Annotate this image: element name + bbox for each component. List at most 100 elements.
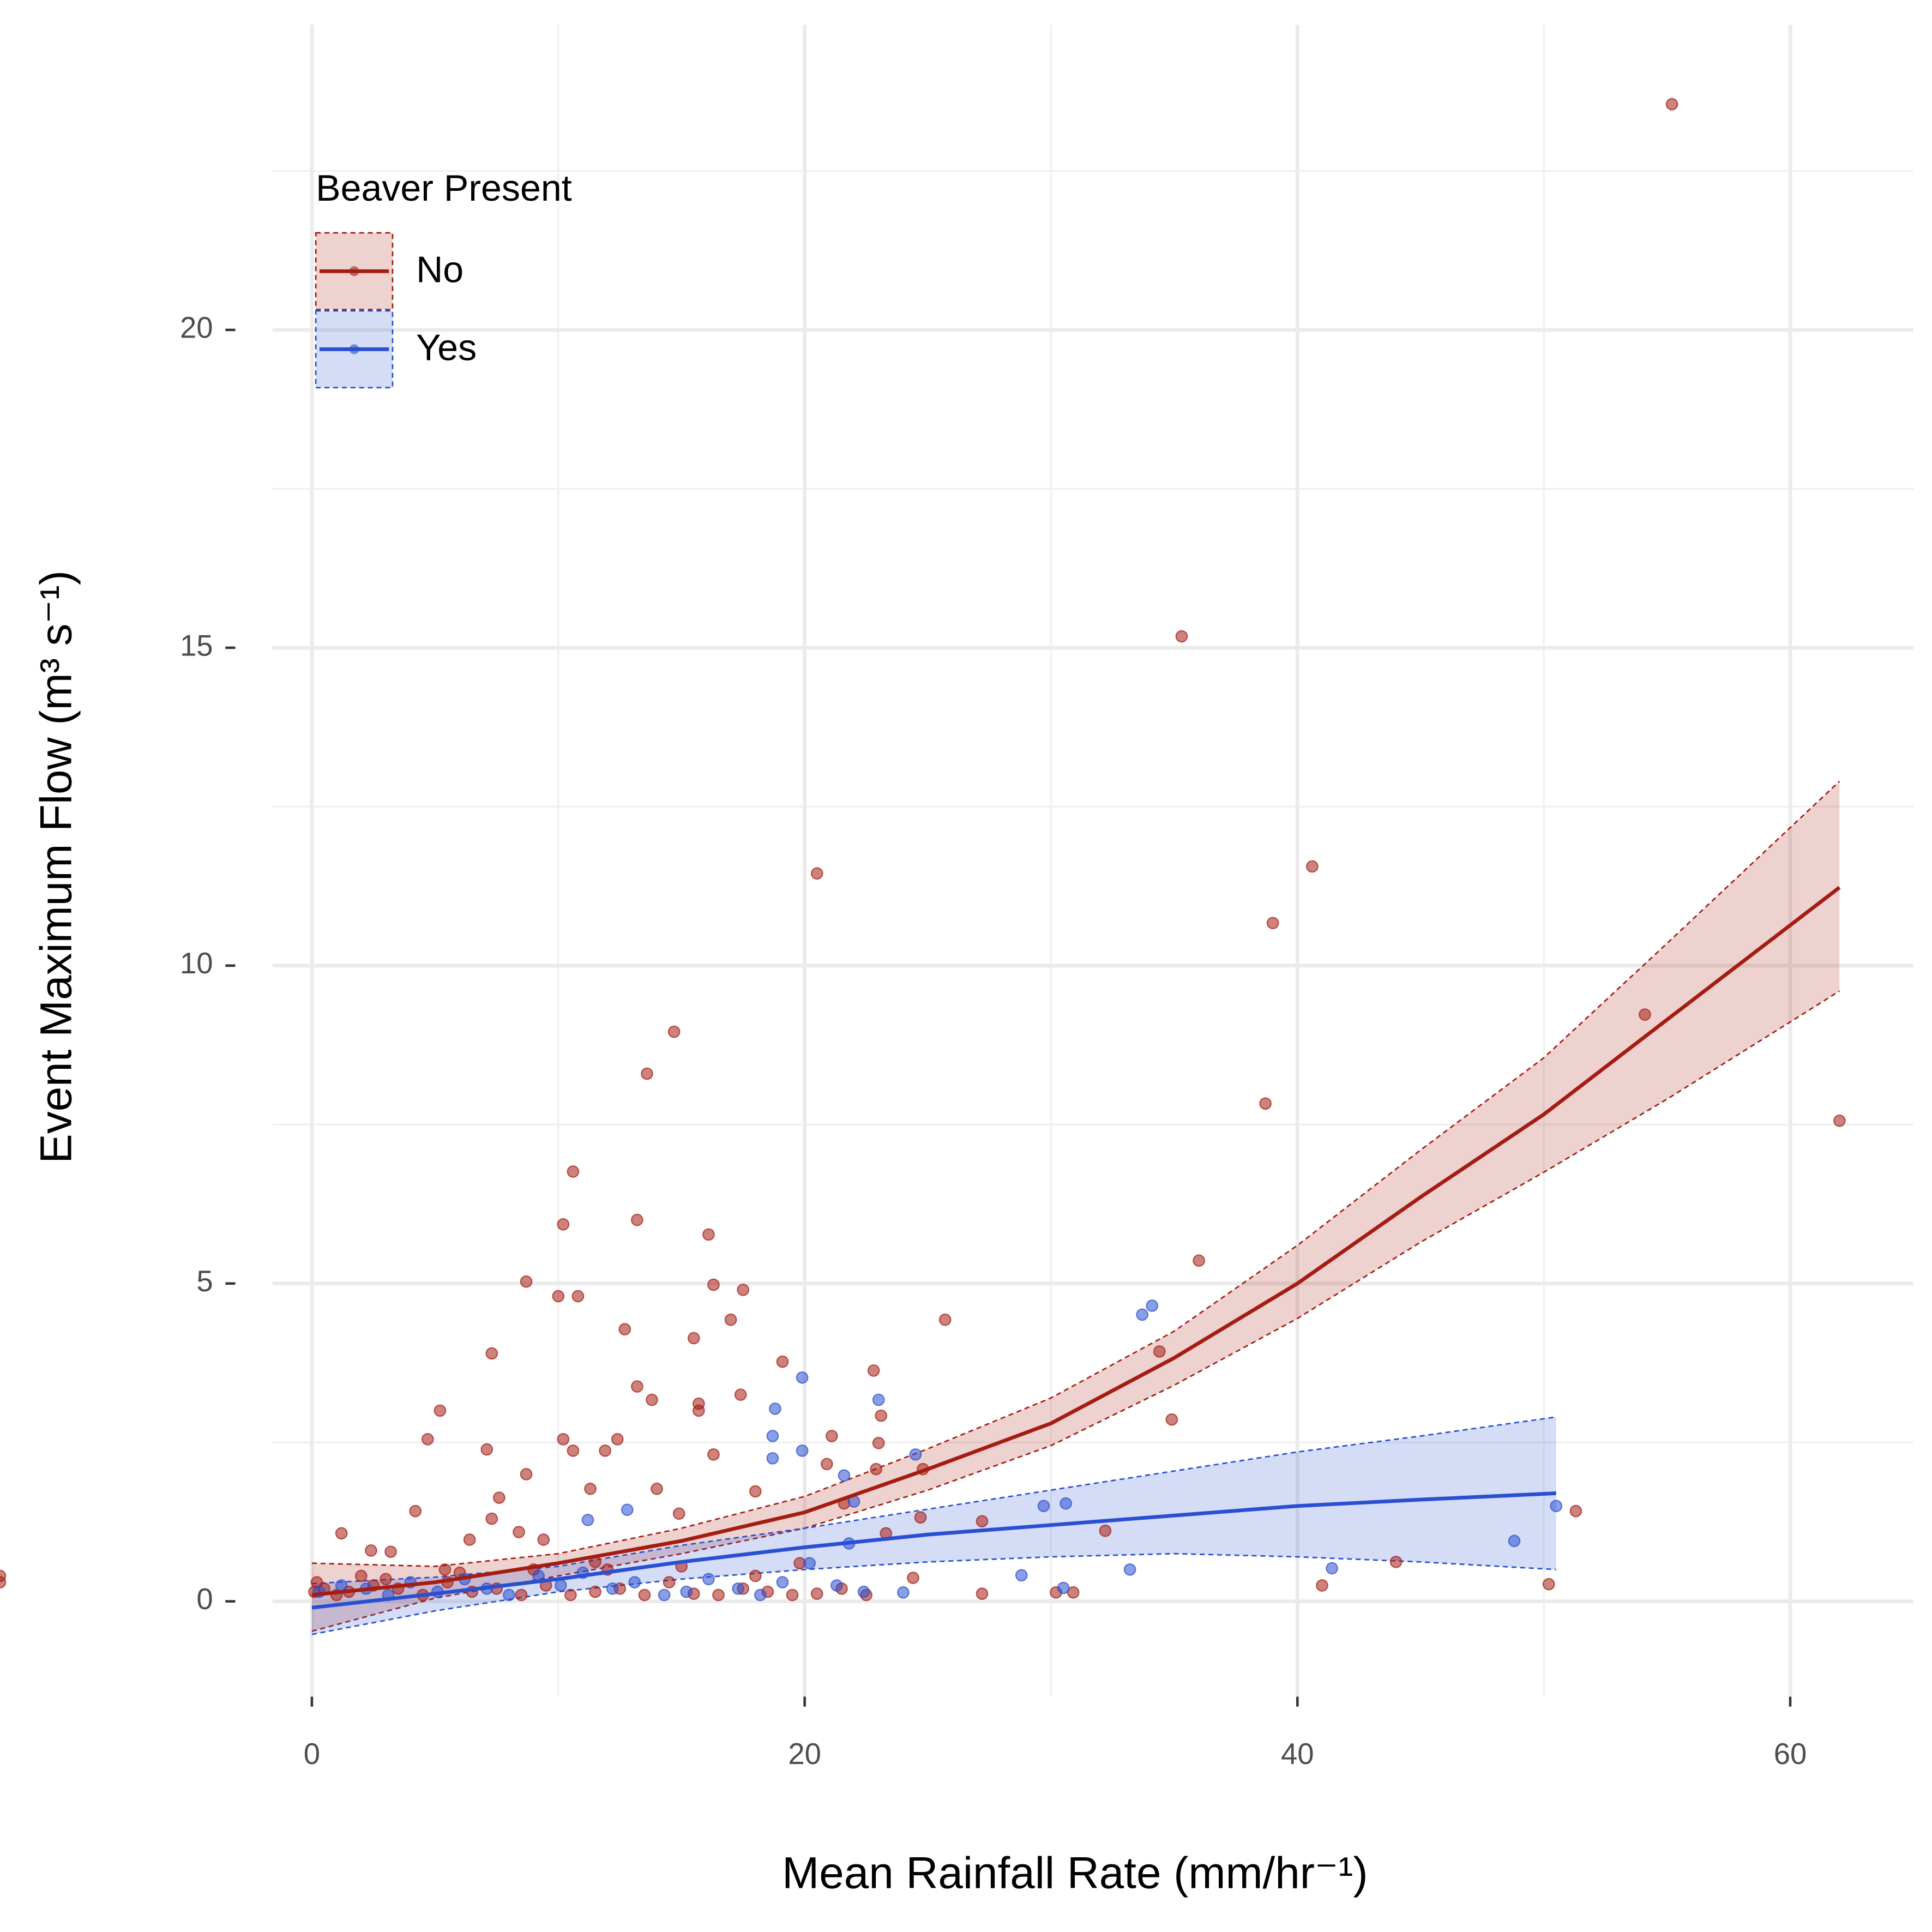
point <box>907 1572 919 1584</box>
point <box>631 1213 643 1226</box>
point <box>872 1393 885 1406</box>
point <box>567 1165 580 1178</box>
point <box>651 1482 663 1495</box>
point <box>702 1573 715 1586</box>
point <box>0 1576 7 1588</box>
y-tick-label: 15 <box>180 629 213 662</box>
legend-title: Beaver Present <box>316 167 572 209</box>
point <box>663 1576 676 1588</box>
point <box>872 1436 885 1449</box>
point <box>707 1448 720 1461</box>
point <box>897 1586 910 1599</box>
point <box>776 1576 789 1588</box>
point <box>875 1409 888 1422</box>
point <box>611 1433 624 1446</box>
point <box>485 1512 498 1525</box>
point <box>702 1228 715 1241</box>
point <box>438 1563 452 1576</box>
point <box>692 1404 705 1417</box>
point <box>680 1585 693 1598</box>
point <box>1569 1504 1582 1518</box>
point <box>354 1569 368 1582</box>
point <box>870 1462 883 1476</box>
point <box>409 1504 422 1518</box>
point <box>618 1323 631 1336</box>
point <box>796 1371 809 1384</box>
point <box>421 1433 434 1446</box>
point <box>1175 630 1188 643</box>
point <box>1136 1308 1149 1321</box>
fit-line <box>311 886 1841 1597</box>
point <box>1153 1345 1166 1358</box>
point <box>810 867 823 880</box>
point <box>335 1579 348 1592</box>
point <box>567 1444 580 1457</box>
point <box>599 1444 611 1457</box>
y-tick-label: 0 <box>196 1582 213 1616</box>
band-upper <box>311 1416 1556 1585</box>
point <box>485 1347 498 1360</box>
y-tick-label: 10 <box>180 947 213 980</box>
point <box>786 1588 799 1602</box>
point <box>672 1507 685 1520</box>
point <box>712 1588 725 1602</box>
point <box>380 1573 392 1586</box>
point <box>564 1588 577 1602</box>
point <box>803 1557 816 1570</box>
point <box>1259 1097 1272 1110</box>
point <box>1665 98 1678 111</box>
point <box>1833 1114 1846 1127</box>
point <box>589 1585 601 1598</box>
point <box>1057 1581 1070 1594</box>
point <box>909 1448 922 1461</box>
point <box>571 1290 585 1303</box>
point <box>503 1588 515 1602</box>
point <box>857 1585 870 1598</box>
legend: Beaver Present No Yes <box>315 167 572 389</box>
x-tick-label: 40 <box>1281 1737 1314 1771</box>
point <box>584 1482 597 1495</box>
point <box>638 1588 651 1602</box>
x-axis-title: Mean Rainfall Rate (mm/hr⁻¹) <box>782 1848 1368 1898</box>
point <box>769 1403 781 1415</box>
point <box>1508 1534 1521 1548</box>
point <box>734 1388 747 1401</box>
point <box>557 1218 570 1231</box>
point <box>537 1533 550 1546</box>
x-tick-label: 60 <box>1774 1737 1807 1771</box>
legend-label: Yes <box>416 327 477 369</box>
legend-dot <box>349 344 359 354</box>
point <box>1193 1254 1205 1267</box>
point <box>365 1544 377 1557</box>
point <box>581 1514 594 1526</box>
x-tick-label: 20 <box>788 1737 821 1771</box>
point <box>492 1491 505 1504</box>
point <box>749 1569 762 1582</box>
point <box>631 1380 643 1393</box>
legend-label: No <box>416 249 464 291</box>
point <box>867 1364 880 1377</box>
fit-line <box>311 1491 1556 1610</box>
point <box>520 1468 533 1480</box>
point <box>838 1469 851 1482</box>
point <box>810 1587 823 1600</box>
point <box>976 1515 989 1528</box>
point <box>1266 917 1279 930</box>
point <box>515 1588 528 1602</box>
point <box>766 1430 779 1442</box>
point <box>830 1579 843 1592</box>
point <box>434 1404 447 1417</box>
point <box>1316 1579 1328 1592</box>
point <box>1146 1299 1159 1312</box>
point <box>820 1458 833 1471</box>
fit-lines <box>311 886 1841 1610</box>
point <box>1389 1555 1403 1568</box>
point <box>737 1284 750 1296</box>
y-axis-title: Event Maximum Flow (m³ s⁻¹) <box>32 570 81 1164</box>
point <box>796 1444 809 1457</box>
point <box>938 1313 952 1326</box>
point <box>766 1452 779 1465</box>
point <box>776 1355 789 1368</box>
point <box>641 1067 653 1080</box>
